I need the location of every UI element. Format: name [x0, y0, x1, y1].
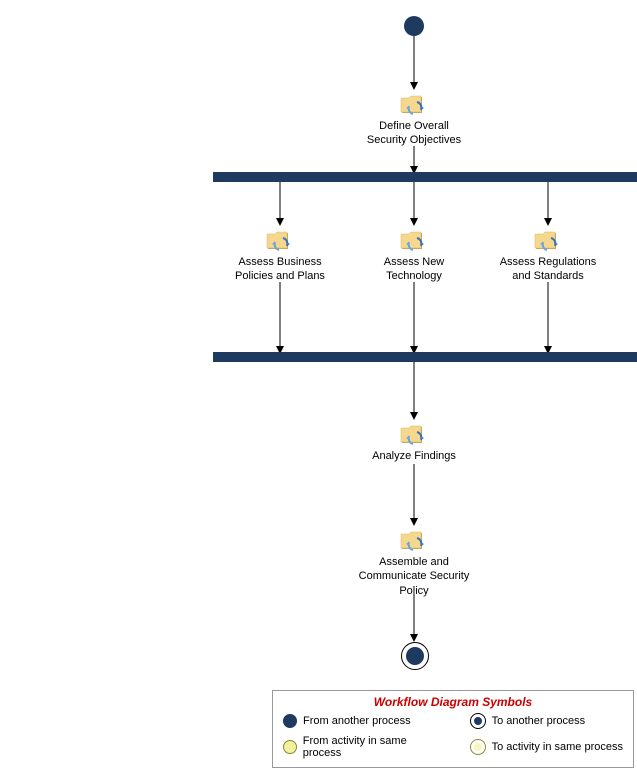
legend-symbol: [283, 714, 297, 728]
legend-symbol: [470, 713, 486, 729]
legend-item: From activity in same process: [283, 735, 446, 759]
legend-grid: From another process To another process Fr…: [283, 713, 623, 759]
activity-label: Assess Regulations and Standards: [483, 255, 613, 284]
activity-label: Assemble and Communicate Security Policy: [344, 555, 484, 598]
workflow-diagram: Workflow Diagram Symbols From another pr…: [0, 0, 637, 755]
legend-symbol: [283, 740, 297, 754]
end-node: [401, 642, 429, 670]
sync-bar-fork: [213, 172, 637, 182]
activity-label: Assess New Technology: [364, 255, 464, 284]
activity-label: Define Overall Security Objectives: [354, 119, 474, 148]
legend-label: To another process: [492, 715, 586, 727]
legend-item: To activity in same process: [470, 735, 623, 759]
start-node: [404, 16, 424, 36]
legend: Workflow Diagram Symbols From another pr…: [272, 690, 634, 768]
legend-item: From another process: [283, 713, 446, 729]
legend-symbol: [470, 739, 486, 755]
legend-item: To another process: [470, 713, 623, 729]
legend-label: To activity in same process: [492, 741, 623, 753]
activity-label: Assess Business Policies and Plans: [220, 255, 340, 284]
arrow-layer: [0, 0, 637, 755]
legend-label: From activity in same process: [303, 735, 446, 759]
sync-bar-join: [213, 352, 637, 362]
legend-title: Workflow Diagram Symbols: [283, 695, 623, 709]
activity-label: Analyze Findings: [354, 449, 474, 463]
legend-label: From another process: [303, 715, 411, 727]
